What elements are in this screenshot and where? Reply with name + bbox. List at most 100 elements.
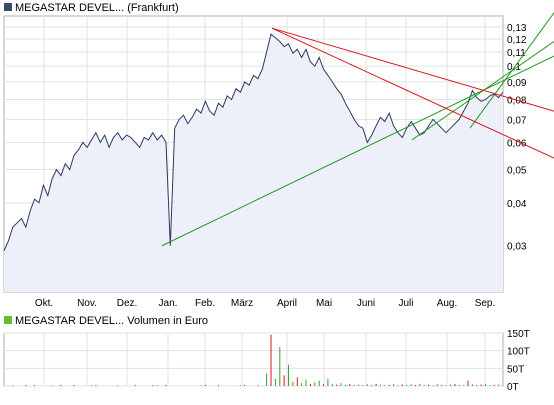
y-tick-label: 0,11 [507, 48, 526, 59]
volume-bar [366, 384, 368, 386]
y-tick-label: 0,08 [507, 95, 527, 106]
volume-bar [428, 384, 430, 386]
y-tick-label: 0,09 [507, 78, 527, 89]
volume-bar [60, 384, 62, 386]
price-area [4, 34, 503, 292]
volume-bar [498, 384, 500, 386]
volume-chart-title: MEGASTAR DEVEL... Volumen in Euro [15, 315, 208, 327]
x-tick-label: Feb. [195, 298, 215, 309]
volume-plot-area [3, 332, 504, 387]
volume-bar [471, 384, 473, 386]
volume-bar [244, 384, 246, 386]
volume-y-tick-label: 50T [507, 364, 524, 375]
volume-bar [301, 383, 303, 386]
volume-bar [239, 385, 241, 386]
volume-bar [406, 384, 408, 386]
y-tick-label: 0,03 [507, 242, 527, 253]
volume-bar [51, 385, 53, 386]
volume-bar [458, 384, 460, 386]
resistance-trendline [271, 27, 554, 112]
volume-bar [95, 384, 97, 386]
volume-bar [331, 383, 333, 386]
volume-chart: MEGASTAR DEVEL... Volumen in Euro 150T 100… [3, 315, 530, 393]
volume-bar [344, 384, 346, 386]
volume-bar [432, 385, 434, 386]
x-tick-label: Aug. [437, 298, 458, 309]
x-tick-label: März [231, 298, 253, 309]
volume-bar [204, 384, 206, 386]
volume-bar [25, 384, 27, 386]
x-tick-label: April [277, 298, 297, 309]
volume-bar [489, 385, 491, 386]
volume-bar [476, 384, 478, 386]
volume-y-tick-label: 150T [507, 329, 530, 340]
volume-bar [73, 385, 75, 386]
volume-bar [336, 384, 338, 386]
volume-bar [480, 384, 482, 386]
support-trendline [161, 55, 554, 247]
volume-bar [292, 381, 294, 386]
volume-bar [358, 384, 360, 386]
volume-bar [441, 384, 443, 386]
volume-y-tick-label: 100T [507, 347, 530, 358]
volume-bar [349, 383, 351, 386]
volume-bar [283, 375, 285, 386]
volume-bar [353, 385, 355, 386]
x-tick-label: Dez. [117, 298, 138, 309]
volume-bar [152, 385, 154, 386]
volume-bar [309, 383, 311, 386]
volume-bar [117, 385, 119, 386]
volume-bar [463, 385, 465, 386]
volume-bar [327, 378, 329, 386]
volume-legend-swatch [4, 316, 12, 324]
volume-bar [502, 385, 504, 386]
volume-bar [340, 383, 342, 386]
volume-bar [314, 382, 316, 386]
volume-bar [274, 378, 276, 386]
volume-bar [450, 384, 451, 386]
volume-bar [218, 385, 219, 386]
volume-bar [379, 384, 381, 386]
volume-bar [156, 385, 158, 386]
volume-bar [371, 384, 373, 386]
x-tick-label: Okt. [35, 298, 53, 309]
price-legend-swatch [4, 3, 12, 11]
support-trendline-3 [469, 12, 554, 129]
resistance-trendline-2 [271, 27, 554, 159]
y-tick-label: 0,13 [507, 23, 527, 34]
volume-bar [375, 383, 377, 386]
volume-bar [415, 385, 416, 386]
volume-bar [454, 383, 456, 386]
volume-bar [419, 383, 421, 386]
volume-bar [134, 384, 136, 386]
volume-bar [393, 384, 395, 386]
volume-bar [323, 384, 324, 386]
volume-bar [388, 384, 390, 386]
y-tick-label: 0,06 [507, 138, 527, 149]
x-tick-label: Mai [316, 298, 332, 309]
volume-bar [318, 380, 320, 386]
volume-bar [257, 385, 259, 386]
volume-bar [279, 347, 281, 386]
volume-bar [200, 385, 202, 386]
y-tick-label: 0,04 [507, 199, 527, 210]
volume-bar [401, 384, 403, 386]
x-tick-label: Juni [357, 298, 375, 309]
price-chart-title: MEGASTAR DEVEL... (Frankfurt) [15, 2, 179, 14]
y-tick-label: 0,07 [507, 115, 527, 126]
volume-bar [270, 334, 272, 386]
y-tick-label: 0,12 [507, 35, 527, 46]
x-tick-label: Juli [398, 298, 413, 309]
volume-bar [384, 385, 386, 386]
volume-y-tick-label: 0T [507, 382, 519, 393]
volume-bar [296, 377, 298, 386]
x-tick-label: Jan. [159, 298, 178, 309]
y-tick-label: 0,05 [507, 166, 527, 177]
volume-bar [445, 385, 447, 386]
volume-bar [305, 379, 307, 386]
volume-bar [34, 385, 36, 386]
price-chart: MEGASTAR DEVEL... (Frankfurt) 0,130,12 0,1… [3, 2, 554, 309]
volume-bar [467, 380, 469, 386]
x-tick-label: Sep. [475, 298, 496, 309]
